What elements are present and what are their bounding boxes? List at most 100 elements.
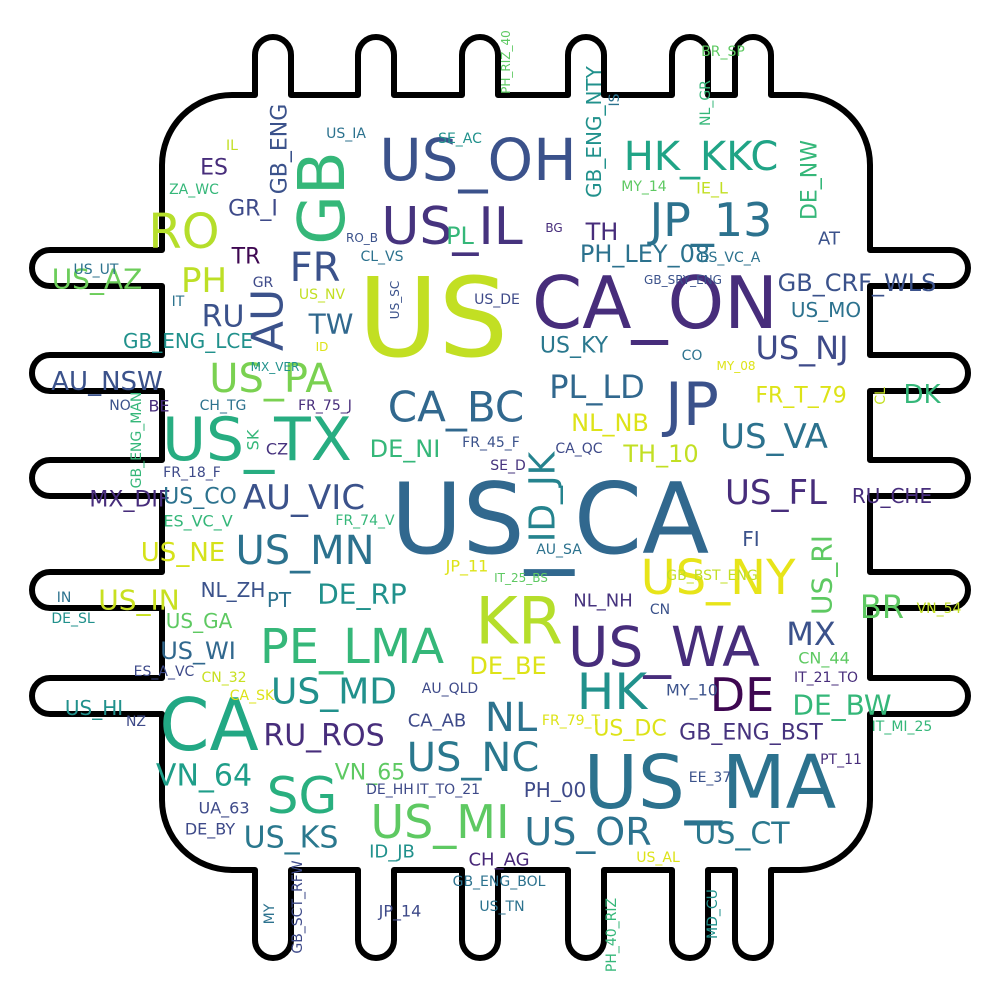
- cloud-word: GB_CRF_WLS: [778, 269, 937, 297]
- cloud-word: NL_GR: [698, 80, 714, 126]
- cloud-word: CA: [159, 683, 259, 767]
- cloud-word: RU: [202, 300, 245, 335]
- cloud-word: US_DE: [474, 292, 520, 308]
- cloud-word: ID_JK: [523, 450, 564, 542]
- cloud-word: US_OR: [524, 810, 651, 854]
- cloud-word: US_UT: [74, 262, 119, 278]
- cloud-word: PH_LEY_08: [580, 240, 710, 268]
- cloud-word: US_CO: [163, 485, 237, 510]
- cloud-word: FR_79_T: [542, 713, 601, 729]
- cloud-word: US_MI: [370, 795, 509, 849]
- cloud-word: US_CA: [391, 463, 709, 577]
- cloud-word: AU: [243, 289, 294, 351]
- cloud-word: MD_CU: [705, 889, 721, 939]
- cloud-word: US_NV: [299, 287, 346, 303]
- cloud-word: CN_44: [798, 649, 850, 669]
- cloud-word: PT: [267, 588, 292, 612]
- cloud-word: IT_TO_21: [416, 782, 480, 798]
- cloud-word: US_WI: [160, 637, 236, 665]
- cloud-word: IN: [57, 590, 72, 606]
- cloud-word: TW: [308, 308, 354, 341]
- cloud-word: BE: [148, 397, 169, 416]
- cloud-word: JP: [661, 370, 719, 440]
- cloud-word: MX_DIF: [89, 488, 170, 513]
- cloud-word: JP_14: [378, 902, 422, 922]
- cloud-word: FR_75_J: [298, 398, 352, 414]
- cloud-word: CL_VS: [360, 249, 403, 265]
- cloud-word: CZ: [266, 440, 288, 459]
- cloud-word: US_NY: [641, 550, 797, 606]
- cloud-word: RU_ROS: [263, 719, 384, 754]
- cloud-word: DE_NW: [798, 140, 823, 220]
- cloud-word: FR_T_79: [755, 384, 846, 409]
- cloud-word: JP_13: [647, 193, 773, 247]
- cloud-word: CA_SK: [230, 688, 275, 704]
- cloud-word: CA_AB: [408, 711, 467, 732]
- cloud-word: GB_ENG_MAN: [129, 392, 145, 489]
- cloud-word: DE: [710, 668, 775, 722]
- cloud-word: IT: [172, 294, 185, 310]
- cloud-word: FR: [290, 245, 341, 291]
- cloud-word: PH_00: [524, 778, 587, 802]
- cloud-word: IS: [607, 93, 623, 106]
- cloud-word: MY_14: [621, 179, 667, 195]
- cloud-word: NL_NB: [571, 409, 649, 437]
- cloud-word: US_RI: [806, 535, 839, 615]
- cloud-word: GB_BST_ENG: [666, 568, 757, 584]
- cloud-word: AU_VIC: [243, 478, 365, 518]
- cloud-word: US_AZ: [52, 263, 143, 296]
- cloud-word: FR_74_V: [335, 513, 395, 529]
- cloud-word: CA_QC: [555, 441, 602, 457]
- cloud-word: GB_ENG_BST: [679, 721, 823, 746]
- cloud-word: CH_AG: [468, 850, 529, 871]
- cloud-word: PH_RIZ_40: [499, 30, 513, 94]
- cloud-word: GR: [253, 275, 274, 291]
- cloud-word: RO: [148, 204, 219, 260]
- cloud-word: CA_ON: [532, 261, 778, 345]
- cloud-word: US: [358, 254, 508, 382]
- cloud-word: DE_RP: [317, 578, 407, 611]
- cloud-word: SG: [267, 767, 337, 825]
- cloud-word: ID_JB: [369, 842, 415, 863]
- cloud-word: HK_KKC: [624, 134, 779, 180]
- cloud-word: CH_TG: [200, 398, 247, 414]
- cloud-word: GB_SCT_RFW: [290, 860, 306, 953]
- cloud-word: MX_VER: [251, 360, 300, 374]
- cloud-word: AT: [818, 229, 841, 250]
- chip-outline: [29, 34, 971, 961]
- cloud-word: RU_CHE: [852, 484, 932, 508]
- cloud-word: GB: [286, 151, 360, 245]
- cloud-word: DE_HH: [366, 782, 414, 798]
- cloud-word: TR: [231, 245, 261, 270]
- cloud-word: US_CT: [694, 817, 790, 852]
- cloud-word: AU_NSW: [51, 367, 162, 397]
- cloud-word: IT_25_BS: [494, 571, 548, 585]
- cloud-word: CN_32: [201, 670, 246, 686]
- cloud-word: MX: [786, 615, 836, 653]
- cloud-word: PL_LD: [549, 368, 645, 406]
- cloud-word: ES: [200, 156, 228, 181]
- cloud-word: US_NJ: [755, 329, 848, 367]
- cloud-word: ES_VC_V: [163, 512, 232, 532]
- cloud-word: ZA_WC: [169, 182, 219, 198]
- cloud-word: US_TX: [162, 405, 352, 475]
- cloud-word: JP_11: [445, 557, 489, 577]
- cloud-word: GB_ENG: [268, 104, 293, 195]
- cloud-word: ID: [316, 340, 329, 354]
- cloud-word: SK: [244, 429, 263, 450]
- cloud-word: US_OH: [379, 126, 577, 194]
- cloud-word: PE_LMA: [260, 619, 444, 675]
- cloud-word: TH: [585, 218, 619, 246]
- cloud-word: US_FL: [725, 473, 827, 513]
- cloud-word: FR_18_F: [163, 465, 221, 481]
- cloud-word: VN_64: [156, 759, 252, 794]
- cloud-word: EE_37: [689, 770, 732, 786]
- cloud-word: CN: [650, 602, 670, 618]
- cloud-word: US_KY: [540, 334, 609, 359]
- cloud-word: DE_BW: [792, 689, 891, 722]
- cloud-word: DE_SL: [51, 611, 95, 627]
- cloud-word: IE_L: [696, 179, 728, 199]
- cloud-word: US_AL: [636, 850, 680, 866]
- cloud-word: SE_AC: [438, 131, 482, 147]
